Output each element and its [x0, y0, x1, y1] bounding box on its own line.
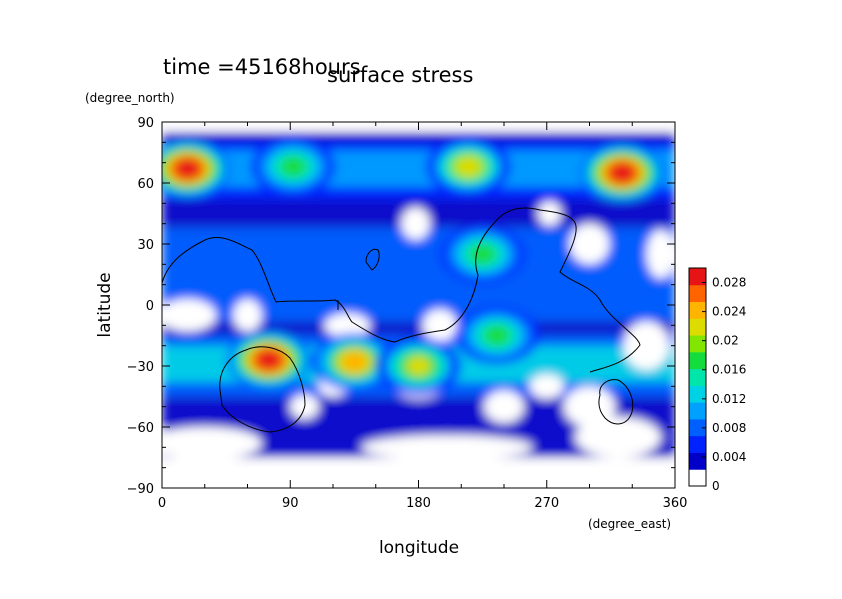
stress-field [162, 122, 675, 488]
y-tick-label: 30 [137, 238, 154, 253]
colorbar-bin [689, 351, 706, 370]
low-stress-gap [538, 201, 561, 226]
colorbar-tick-label: 0.028 [712, 276, 746, 290]
coastline-africa [162, 207, 641, 373]
colorbar-bin [689, 469, 706, 487]
y-unit-label: (degree_north) [85, 91, 175, 105]
low-stress-gap [575, 416, 661, 458]
colorbar-bin [689, 318, 706, 336]
y-tick-label: −30 [127, 360, 154, 375]
y-tick-label: 60 [137, 177, 154, 192]
low-stress-gap [569, 223, 610, 265]
x-unit-label: (degree_east) [588, 517, 671, 531]
colorbar-bin [689, 385, 706, 403]
y-axis-title: latitude [95, 272, 115, 337]
hotspot-ring [470, 244, 495, 264]
hotspot-ring [484, 325, 509, 346]
low-stress-gap [529, 374, 564, 399]
x-tick-label: 360 [663, 496, 688, 511]
colorbar-bin [689, 301, 706, 319]
low-stress-gap [401, 207, 430, 240]
colorbar-tick-label: 0.008 [712, 421, 746, 435]
hotspot-ring [280, 156, 306, 177]
colorbar-bin [689, 435, 706, 453]
y-tick-label: −60 [127, 421, 154, 436]
low-stress-gap [623, 321, 670, 371]
low-stress-gap [563, 386, 616, 427]
plot-area [162, 122, 675, 488]
colorbar-tick-label: 0 [712, 479, 720, 493]
y-ticks: 90 60 30 0 −30 −60 −90 [127, 116, 675, 497]
y-tick-label: 0 [146, 299, 154, 314]
hotspot-ring [175, 159, 200, 179]
low-stress-gap [162, 298, 217, 332]
colorbar-tick-label: 0.016 [712, 363, 746, 377]
colorbar-bin [689, 268, 706, 286]
y-tick-label: −90 [127, 482, 154, 497]
colorbar-frame [688, 267, 707, 487]
low-stress-gap [162, 427, 262, 460]
colorbar-tick-label: 0.02 [712, 334, 739, 348]
colorbar-tick-label: 0.024 [712, 305, 746, 319]
hotspot-ring [406, 356, 431, 376]
low-stress-gap [233, 298, 262, 332]
colorbar: 0 0.004 0.008 0.012 0.016 0.02 0.024 0.028 [688, 267, 746, 493]
coastlines [162, 207, 641, 433]
chart-title: surface stress [327, 63, 473, 87]
x-tick-label: 90 [282, 496, 299, 511]
colorbar-bin [689, 368, 706, 386]
colorbar-bin [689, 335, 706, 353]
x-axis-title: longitude [379, 538, 459, 558]
hotspot-ring [610, 163, 635, 183]
low-stress-gap [646, 229, 675, 279]
colorbar-bin [689, 402, 706, 420]
colorbar-bin [689, 452, 706, 470]
colorbar-tick-label: 0.004 [712, 450, 746, 464]
colorbar-tick-label: 0.012 [712, 392, 746, 406]
time-label: time =45168hours [163, 55, 361, 79]
hotspot-ring [456, 156, 481, 177]
low-stress-gap [422, 309, 457, 342]
x-tick-label: 270 [534, 496, 559, 511]
coastline-small-island [365, 248, 380, 271]
low-stress-gap [361, 435, 533, 460]
coastline-right-island [598, 379, 634, 425]
low-stress-gap [324, 313, 371, 338]
hotspot-ring [256, 350, 281, 370]
x-tick-label: 0 [158, 496, 166, 511]
x-tick-label: 180 [406, 496, 431, 511]
colorbar-bin [689, 284, 706, 303]
coastline-antarctic-left [219, 346, 306, 433]
hotspot-ring [342, 352, 367, 372]
x-ticks: 0 90 180 270 360 [158, 122, 688, 511]
y-tick-label: 90 [137, 116, 154, 131]
low-stress-gap [484, 390, 524, 423]
colorbar-bin [689, 418, 706, 437]
